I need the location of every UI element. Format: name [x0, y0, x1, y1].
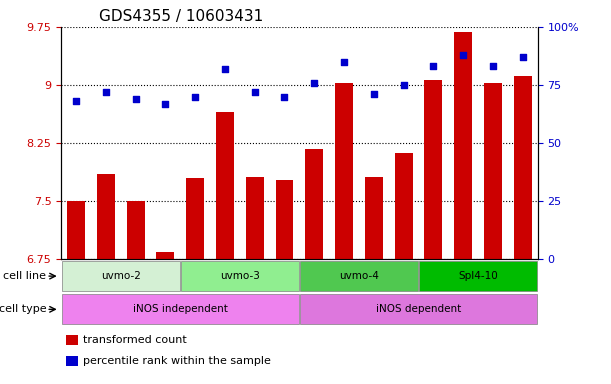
Point: [190, 94, 200, 100]
Bar: [425, 79, 442, 384]
Bar: [335, 83, 353, 384]
Point: [220, 66, 230, 72]
Bar: [126, 201, 144, 384]
Bar: [276, 180, 293, 384]
Bar: [186, 178, 204, 384]
Point: [488, 63, 498, 70]
Bar: [484, 83, 502, 384]
Point: [428, 63, 438, 70]
Point: [309, 79, 319, 86]
Text: cell type: cell type: [0, 305, 46, 314]
Point: [339, 59, 349, 65]
Point: [458, 52, 468, 58]
Point: [399, 82, 409, 88]
Text: percentile rank within the sample: percentile rank within the sample: [82, 356, 271, 366]
Point: [250, 89, 260, 95]
Text: uvmo-3: uvmo-3: [220, 271, 260, 281]
Point: [518, 54, 528, 60]
Text: uvmo-2: uvmo-2: [101, 271, 141, 281]
FancyBboxPatch shape: [300, 295, 537, 324]
Point: [131, 96, 141, 102]
Bar: [67, 201, 85, 384]
Bar: [306, 149, 323, 384]
Bar: [246, 177, 263, 384]
Point: [71, 98, 81, 104]
FancyBboxPatch shape: [181, 261, 299, 291]
Bar: [156, 252, 174, 384]
Text: GDS4355 / 10603431: GDS4355 / 10603431: [99, 9, 263, 24]
Text: iNOS dependent: iNOS dependent: [376, 305, 461, 314]
Point: [101, 89, 111, 95]
FancyBboxPatch shape: [62, 261, 180, 291]
FancyBboxPatch shape: [62, 295, 299, 324]
Text: transformed count: transformed count: [82, 335, 186, 345]
Text: cell line: cell line: [3, 271, 46, 281]
Bar: [514, 76, 532, 384]
Bar: [454, 32, 472, 384]
Text: Spl4-10: Spl4-10: [458, 271, 498, 281]
Point: [280, 94, 290, 100]
Point: [369, 91, 379, 98]
Bar: [395, 153, 412, 384]
Bar: [66, 335, 78, 344]
Bar: [365, 177, 382, 384]
Bar: [66, 356, 78, 366]
FancyBboxPatch shape: [419, 261, 537, 291]
Bar: [216, 112, 234, 384]
Text: uvmo-4: uvmo-4: [339, 271, 379, 281]
FancyBboxPatch shape: [300, 261, 418, 291]
Bar: [97, 174, 115, 384]
Text: iNOS independent: iNOS independent: [133, 305, 228, 314]
Point: [161, 101, 170, 107]
